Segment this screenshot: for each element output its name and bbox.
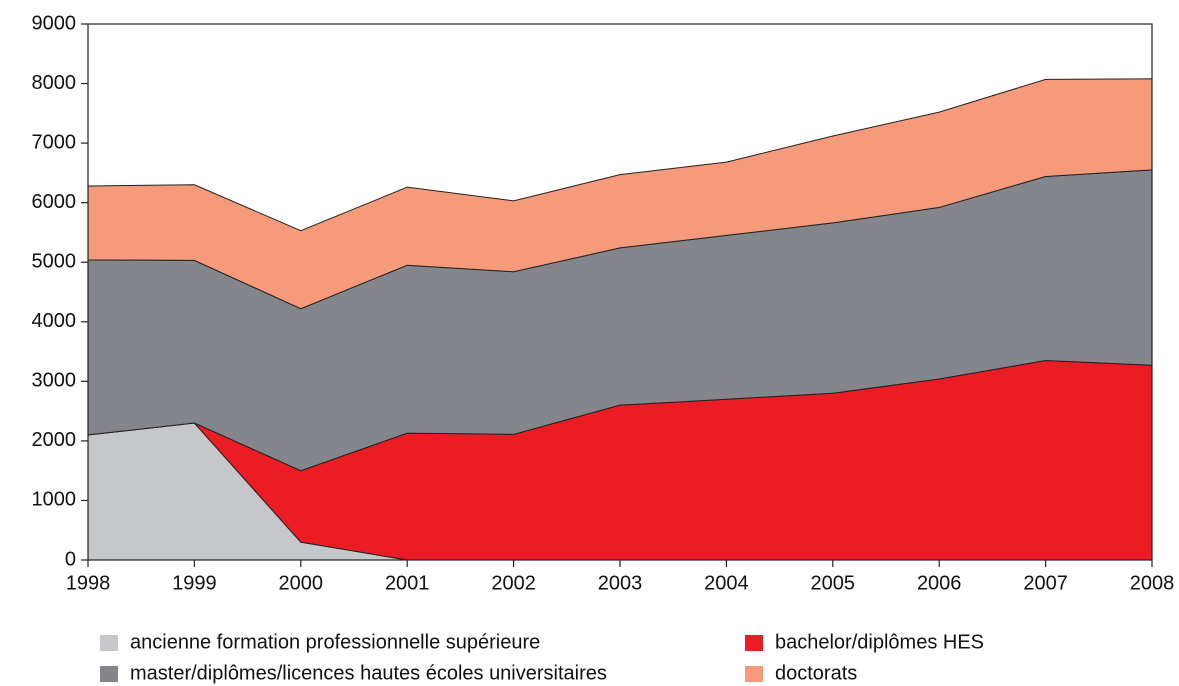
- x-tick-label: 2001: [385, 572, 430, 594]
- x-tick-label: 2004: [704, 572, 749, 594]
- legend-label: master/diplômes/licences hautes écoles u…: [130, 662, 607, 684]
- y-tick-label: 4000: [32, 310, 77, 332]
- legend-label: bachelor/diplômes HES: [775, 631, 984, 653]
- y-tick-label: 0: [65, 548, 76, 570]
- legend-label: doctorats: [775, 662, 857, 684]
- x-tick-label: 2008: [1130, 572, 1175, 594]
- legend-swatch: [100, 666, 118, 682]
- x-tick-label: 1998: [66, 572, 111, 594]
- legend-label: ancienne formation professionnelle supér…: [130, 631, 540, 653]
- y-tick-label: 5000: [32, 251, 77, 273]
- y-tick-label: 7000: [32, 131, 77, 153]
- y-tick-label: 9000: [32, 12, 77, 34]
- legend-swatch: [100, 635, 118, 651]
- x-tick-label: 2007: [1023, 572, 1068, 594]
- x-tick-label: 2006: [917, 572, 962, 594]
- x-tick-label: 2003: [598, 572, 643, 594]
- legend-swatch: [745, 666, 763, 682]
- y-tick-label: 8000: [32, 72, 77, 94]
- x-tick-label: 2005: [811, 572, 856, 594]
- y-tick-label: 2000: [32, 429, 77, 451]
- x-tick-label: 1999: [172, 572, 217, 594]
- legend-swatch: [745, 635, 763, 651]
- y-tick-label: 3000: [32, 370, 77, 392]
- y-tick-label: 6000: [32, 191, 77, 213]
- x-tick-label: 2000: [279, 572, 324, 594]
- y-tick-label: 1000: [32, 489, 77, 511]
- x-tick-label: 2002: [491, 572, 536, 594]
